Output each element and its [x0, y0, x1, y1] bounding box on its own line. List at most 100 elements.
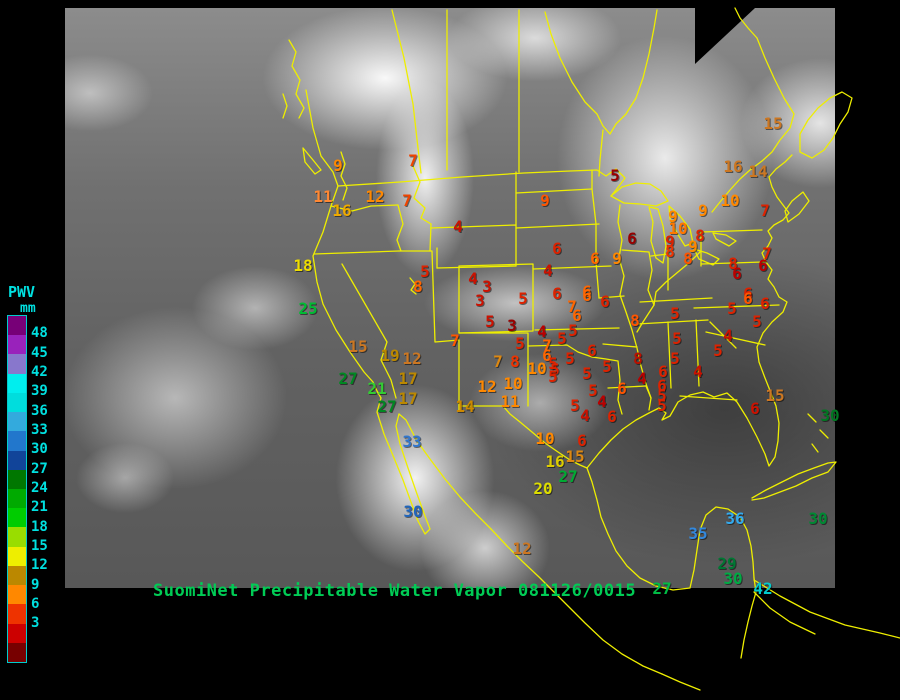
station-pwv-value: 10 [535, 429, 555, 449]
station-pwv-value: 6 [577, 431, 587, 451]
station-pwv-value: 9 [665, 232, 675, 252]
station-pwv-value: 18 [293, 256, 313, 276]
station-pwv-value: 5 [727, 299, 737, 319]
station-pwv-value: 6 [572, 306, 582, 326]
station-pwv-value: 35 [688, 524, 708, 544]
station-pwv-value: 10 [668, 219, 688, 239]
station-pwv-value: 5 [670, 349, 680, 369]
colorbar-label: 3 [31, 615, 40, 632]
product-caption: SuomiNet Precipitable Water Vapor 081126… [153, 581, 637, 601]
station-pwv-value: 9 [698, 201, 708, 221]
station-pwv-value: 8 [633, 349, 643, 369]
station-pwv-value: 6 [743, 284, 753, 304]
station-pwv-value: 6 [758, 256, 768, 276]
station-pwv-value: 5 [548, 354, 558, 374]
station-pwv-value: 9 [668, 207, 678, 227]
station-pwv-value: 6 [743, 289, 753, 309]
station-pwv-value: 5 [485, 312, 495, 332]
station-pwv-value: 5 [588, 381, 598, 401]
station-pwv-value: 8 [665, 242, 675, 262]
station-pwv-value: 14 [748, 162, 768, 182]
station-pwv-value: 5 [420, 262, 430, 282]
station-pwv-value: 7 [408, 151, 418, 171]
station-pwv-value: 15 [763, 114, 783, 134]
station-pwv-value: 36 [725, 509, 745, 529]
colorbar-segment [8, 604, 26, 624]
station-pwv-value: 7 [542, 336, 552, 356]
colorbar-label: 9 [31, 576, 40, 593]
station-pwv-value: 17 [398, 389, 418, 409]
station-pwv-value: 7 [402, 191, 412, 211]
station-pwv-value: 9 [333, 156, 343, 176]
station-pwv-value: 6 [760, 294, 770, 314]
station-pwv-value: 5 [568, 321, 578, 341]
station-pwv-value: 5 [518, 289, 528, 309]
colorbar-segment [8, 354, 26, 374]
great-lakes [610, 182, 737, 266]
colorbar-label: 45 [31, 344, 48, 361]
station-pwv-value: 12 [402, 349, 422, 369]
station-pwv-value: 9 [688, 237, 698, 257]
station-pwv-value: 10 [527, 359, 547, 379]
station-pwv-value: 5 [602, 357, 612, 377]
colorbar-segment [8, 392, 26, 413]
station-pwv-value: 3 [482, 277, 492, 297]
station-pwv-value: 9 [540, 191, 550, 211]
colorbar-label: 36 [31, 402, 48, 419]
station-pwv-value: 10 [720, 191, 740, 211]
station-pwv-value: 30 [723, 569, 743, 589]
station-pwv-value: 6 [617, 379, 627, 399]
station-pwv-value: 4 [580, 406, 590, 426]
station-pwv-value: 19 [380, 346, 400, 366]
station-pwv-value: 6 [627, 229, 637, 249]
coastlines [282, 7, 853, 675]
station-pwv-value: 6 [607, 407, 617, 427]
station-pwv-value: 8 [510, 352, 520, 372]
station-pwv-value: 6 [582, 286, 592, 306]
station-pwv-value: 7 [762, 244, 772, 264]
colorbar-label: 12 [31, 557, 48, 574]
station-pwv-value: 6 [587, 341, 597, 361]
colorbar-label: 15 [31, 538, 48, 554]
colorbar-label: 24 [31, 480, 48, 496]
station-pwv-value: 21 [367, 379, 387, 399]
station-pwv-value: 5 [515, 334, 525, 354]
colorbar-segment [8, 527, 26, 547]
station-pwv-value: 16 [332, 201, 352, 221]
station-pwv-value: 6 [657, 376, 667, 396]
station-pwv-value: 7 [493, 352, 503, 372]
station-pwv-value: 7 [450, 331, 460, 351]
station-pwv-value: 5 [657, 386, 667, 406]
station-pwv-value: 7 [760, 201, 770, 221]
us-state-borders [313, 165, 780, 469]
station-pwv-value: 9 [612, 249, 622, 269]
station-pwv-value: 17 [398, 369, 418, 389]
colorbar-label: 42 [31, 364, 48, 380]
colorbar-segments [7, 315, 27, 663]
canada-borders [337, 9, 626, 197]
station-pwv-value: 5 [670, 304, 680, 324]
station-pwv-value: 16 [545, 452, 565, 472]
colorbar-label: 48 [31, 325, 48, 342]
station-pwv-value: 33 [402, 432, 422, 452]
station-pwv-value: 5 [548, 367, 558, 387]
station-pwv-value: 27 [652, 579, 672, 599]
station-pwv-value: 4 [468, 269, 478, 289]
station-pwv-value: 7 [567, 297, 577, 317]
station-pwv-value: 4 [537, 322, 547, 342]
colorbar-unit: mm [20, 301, 36, 316]
colorbar-segment [8, 565, 26, 586]
station-pwv-value: 5 [557, 329, 567, 349]
station-pwv-value: 5 [672, 329, 682, 349]
colorbar-label: 21 [31, 499, 48, 516]
station-pwv-value: 27 [377, 397, 397, 417]
station-pwv-value: 30 [820, 406, 840, 426]
station-pwv-value: 6 [552, 239, 562, 259]
station-pwv-value: 3 [507, 316, 517, 336]
station-pwv-value: 11 [313, 187, 333, 207]
colorbar-label: 30 [31, 441, 48, 458]
station-pwv-value: 27 [558, 467, 578, 487]
station-pwv-value: 16 [723, 157, 743, 177]
colorbar-title: PWV [8, 283, 36, 301]
colorbar-segment [8, 488, 26, 509]
